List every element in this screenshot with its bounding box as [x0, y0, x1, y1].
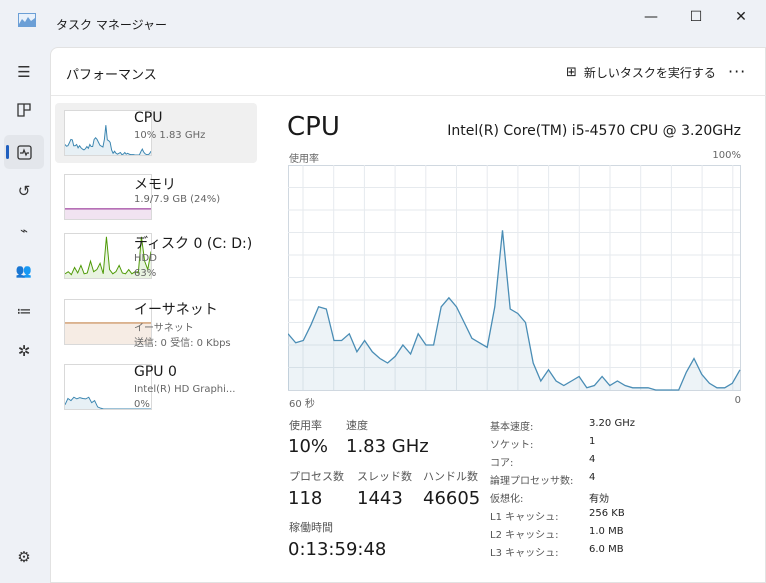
device-item[interactable]: CPU 10% 1.83 GHz [55, 103, 257, 163]
spec-label: 仮想化: [490, 494, 524, 505]
hamburger-icon: ☰ [17, 63, 31, 81]
device-name: CPU [134, 110, 163, 126]
run-task-icon: ⊞ [566, 65, 577, 80]
spec-label: L2 キャッシュ: [490, 530, 559, 541]
spec-label: ソケット: [490, 440, 534, 451]
handle-count-value: 46605 [423, 488, 481, 509]
speed-label: 速度 [346, 419, 368, 432]
spec-value: 3.20 GHz [589, 418, 635, 429]
nav-settings[interactable]: ⚙ [4, 540, 44, 574]
run-new-task-button[interactable]: ⊞ 新しいタスクを実行する [566, 64, 716, 81]
users-icon: 👥 [15, 263, 33, 279]
device-thumbnail [64, 174, 152, 220]
device-sub: イーサネット [134, 323, 194, 334]
nav-startup[interactable]: ⌁ [4, 214, 44, 248]
device-item[interactable]: イーサネット イーサネット 送信: 0 受信: 0 Kbps [55, 292, 257, 352]
speed-value: 1.83 GHz [346, 436, 429, 457]
nav-details[interactable]: ≔ [4, 294, 44, 328]
device-sub: HDD [134, 253, 157, 264]
device-thumbnail [64, 233, 152, 279]
nav-hamburger[interactable]: ☰ [4, 55, 44, 89]
nav-services[interactable]: ✲ [4, 334, 44, 368]
detail-title: CPU [287, 112, 340, 142]
spec-label: 基本速度: [490, 422, 534, 433]
usage-line [288, 230, 741, 391]
device-sub: Intel(R) HD Graphi... [134, 384, 236, 395]
services-icon: ✲ [17, 342, 31, 360]
x-left-label: 60 秒 [289, 399, 315, 410]
nav-performance[interactable] [4, 135, 44, 169]
performance-icon [16, 144, 32, 160]
spec-value: 6.0 MB [589, 544, 624, 555]
nav-processes[interactable] [4, 93, 44, 127]
nav-app-history[interactable]: ↺ [4, 174, 44, 208]
title-bar: タスク マネージャー — ☐ ✕ [0, 0, 766, 46]
spec-value: 256 KB [589, 508, 625, 519]
device-name: イーサネット [134, 302, 218, 318]
page-title: パフォーマンス [66, 68, 157, 83]
device-sub: 1.9/7.9 GB (24%) [134, 194, 221, 205]
spec-label: L3 キャッシュ: [490, 548, 559, 559]
device-item[interactable]: メモリ 1.9/7.9 GB (24%) [55, 167, 257, 227]
close-button[interactable]: ✕ [735, 9, 747, 25]
thread-count-label: スレッド数 [357, 470, 412, 483]
spec-value: 1 [589, 436, 596, 447]
maximize-button[interactable]: ☐ [689, 9, 703, 25]
usage-label: 使用率 [289, 419, 322, 432]
device-thumbnail [64, 299, 152, 345]
nav-users[interactable]: 👥 [4, 254, 44, 288]
app-history-icon: ↺ [17, 182, 31, 200]
cpu-usage-chart [288, 165, 741, 391]
cpu-model: Intel(R) Core(TM) i5-4570 CPU @ 3.20GHz [447, 123, 741, 139]
device-item[interactable]: GPU 0 Intel(R) HD Graphi... 0% [55, 357, 257, 417]
nav-selection-indicator [6, 145, 9, 159]
spec-value: 有効 [589, 494, 609, 505]
spec-value: 1.0 MB [589, 526, 624, 537]
details-icon: ≔ [16, 302, 32, 320]
spec-label: L1 キャッシュ: [490, 512, 559, 523]
y-max-label: 100% [712, 150, 741, 161]
device-thumbnail [64, 364, 152, 410]
minimize-button[interactable]: — [644, 9, 658, 25]
processes-icon [17, 103, 31, 117]
header-divider [51, 95, 766, 96]
device-sub2: 送信: 0 受信: 0 Kbps [134, 338, 231, 349]
thread-count-value: 1443 [357, 488, 403, 509]
uptime-value: 0:13:59:48 [288, 539, 387, 560]
device-name: メモリ [134, 177, 176, 193]
x-right-label: 0 [734, 395, 741, 406]
startup-icon: ⌁ [20, 223, 28, 239]
spec-value: 4 [589, 472, 596, 483]
device-sub2: 0% [134, 399, 150, 410]
gear-icon: ⚙ [17, 548, 31, 566]
more-options-button[interactable]: ··· [728, 62, 747, 81]
process-count-value: 118 [288, 488, 323, 509]
device-name: GPU 0 [134, 364, 177, 380]
device-item[interactable]: ディスク 0 (C: D:) HDD 63% [55, 226, 257, 286]
usage-value: 10% [288, 436, 329, 457]
usage-area [288, 230, 740, 390]
spec-label: コア: [490, 458, 514, 469]
app-icon [18, 13, 36, 27]
y-axis-label: 使用率 [289, 154, 319, 165]
spec-value: 4 [589, 454, 596, 465]
process-count-label: プロセス数 [289, 470, 344, 483]
device-name: ディスク 0 (C: D:) [134, 236, 253, 252]
uptime-label: 稼働時間 [289, 521, 333, 534]
device-sub: 10% 1.83 GHz [134, 130, 206, 141]
spec-label: 論理プロセッサ数: [490, 476, 574, 487]
handle-count-label: ハンドル数 [423, 470, 478, 483]
window-title: タスク マネージャー [56, 18, 167, 32]
device-thumbnail [64, 110, 152, 156]
run-task-label: 新しいタスクを実行する [583, 66, 716, 80]
device-sub2: 63% [134, 268, 157, 279]
